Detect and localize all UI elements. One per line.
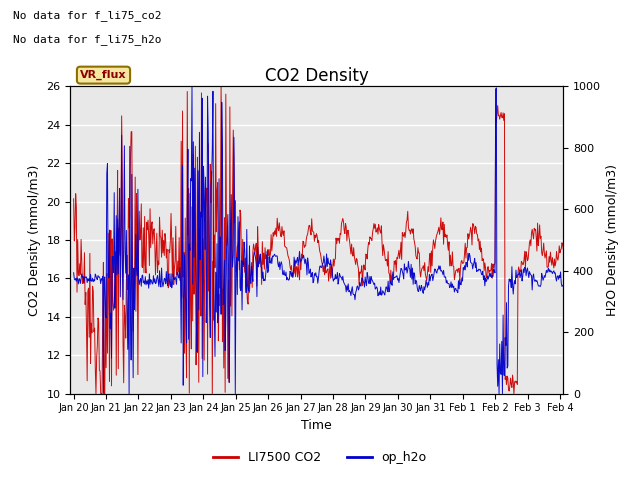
Y-axis label: H2O Density (mmol/m3): H2O Density (mmol/m3) [607,164,620,316]
Text: VR_flux: VR_flux [80,70,127,80]
Text: No data for f_li75_h2o: No data for f_li75_h2o [13,34,161,45]
Title: CO2 Density: CO2 Density [265,67,369,85]
Y-axis label: CO2 Density (mmol/m3): CO2 Density (mmol/m3) [28,164,41,316]
Text: No data for f_li75_co2: No data for f_li75_co2 [13,10,161,21]
Legend: LI7500 CO2, op_h2o: LI7500 CO2, op_h2o [209,446,431,469]
X-axis label: Time: Time [301,419,332,432]
